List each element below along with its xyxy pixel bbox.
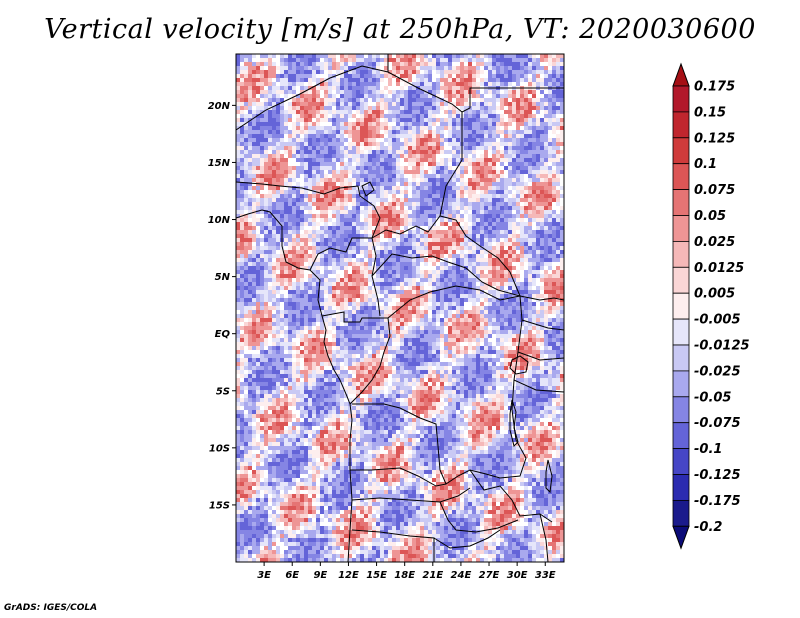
colorbar-swatch xyxy=(672,292,690,320)
colorbar-lower-arrow xyxy=(672,525,690,550)
border-libya-egypt xyxy=(387,54,564,113)
lon-tick-label: 15E xyxy=(366,570,387,581)
colorbar-upper-arrow xyxy=(672,62,690,87)
lon-tick-label: 9E xyxy=(313,570,327,581)
border-gabon-congo xyxy=(321,311,391,405)
coastline xyxy=(236,209,353,562)
colorbar-label: -0.1 xyxy=(694,442,722,457)
grads-credit: GrADS: IGES/COLA xyxy=(4,603,98,613)
colorbar-swatch xyxy=(672,163,690,190)
colorbar-label: 0.025 xyxy=(694,235,735,250)
colorbar-label: -0.2 xyxy=(694,520,722,535)
velocity-field xyxy=(236,54,564,562)
lat-tick-label: 5N xyxy=(215,272,231,283)
colorbar-label: -0.025 xyxy=(694,364,741,379)
colorbar-label: -0.175 xyxy=(694,494,741,509)
lat-tick-label: 5S xyxy=(216,386,230,397)
border-car xyxy=(371,253,521,297)
colorbar-label: 0.05 xyxy=(694,209,726,224)
colorbar-label: -0.125 xyxy=(694,468,741,483)
lake-chad xyxy=(361,181,375,197)
lake-malawi xyxy=(545,459,553,494)
colorbar-label: -0.0125 xyxy=(694,339,750,354)
colorbar-swatch xyxy=(672,474,690,501)
lon-tick-label: 6E xyxy=(285,570,299,581)
colorbar-swatch xyxy=(672,240,690,268)
colorbar-swatch xyxy=(672,422,690,450)
colorbar-swatch xyxy=(672,370,690,398)
colorbar-label: -0.005 xyxy=(694,313,741,328)
lake-tanganyika xyxy=(509,399,519,447)
country-borders xyxy=(236,54,564,562)
colorbar-label: 0.1 xyxy=(694,157,717,172)
border-east-africa xyxy=(513,295,564,393)
lon-tick-label: 18E xyxy=(394,570,415,581)
colorbar-label: 0.15 xyxy=(694,105,726,120)
border-west-africa xyxy=(236,181,381,239)
longitude-axis: 3E 6E 9E 12E 15E 18E 21E 24E 27E 30E 33E xyxy=(257,562,556,581)
colorbar-label: 0.005 xyxy=(694,287,735,302)
lat-tick-label: EQ xyxy=(215,329,231,340)
colorbar-swatch xyxy=(672,85,690,113)
colorbar-label: 0.075 xyxy=(694,183,735,198)
lon-tick-label: 24E xyxy=(451,570,472,581)
colorbar-swatch xyxy=(672,396,690,424)
lake-victoria xyxy=(509,355,529,375)
latitude-axis: 20N 15N 10N 5N EQ 5S 10S 15S xyxy=(208,101,236,511)
lat-tick-label: 15S xyxy=(209,500,230,511)
colorbar-swatch xyxy=(672,189,690,216)
colorbar-swatch xyxy=(672,448,690,475)
border-sahara xyxy=(236,65,463,217)
colorbar-swatch xyxy=(672,266,690,294)
colorbar-label: -0.05 xyxy=(694,390,731,405)
lon-tick-label: 27E xyxy=(479,570,500,581)
border-chad xyxy=(371,215,521,297)
border-drc xyxy=(352,285,527,485)
colorbar-swatch xyxy=(672,137,690,165)
lon-tick-label: 3E xyxy=(257,570,271,581)
lon-tick-label: 21E xyxy=(422,570,443,581)
colorbar: 0.175 0.15 0.125 0.1 0.075 0.05 0.025 0.0125 0.0… xyxy=(672,62,750,550)
lat-tick-label: 20N xyxy=(208,101,231,112)
border-southern xyxy=(351,513,549,562)
colorbar-swatch xyxy=(672,318,690,346)
colorbar-swatch xyxy=(672,215,690,242)
lat-tick-label: 10N xyxy=(208,215,231,226)
border-cameroon xyxy=(309,237,381,317)
colorbar-label: 0.0125 xyxy=(694,261,744,276)
map-frame xyxy=(235,53,565,563)
lon-tick-label: 12E xyxy=(338,570,359,581)
colorbar-swatch xyxy=(672,111,690,139)
colorbar-label: 0.175 xyxy=(694,80,735,95)
colorbar-swatch xyxy=(672,344,690,372)
colorbar-label: 0.125 xyxy=(694,131,735,146)
map-title: Vertical velocity [m/s] at 250hPa, VT: 2… xyxy=(44,14,756,45)
colorbar-label: -0.075 xyxy=(694,416,741,431)
colorbar-swatch xyxy=(672,499,690,527)
border-angola xyxy=(350,467,471,503)
lat-tick-label: 10S xyxy=(209,443,230,454)
lon-tick-label: 30E xyxy=(507,570,528,581)
lat-tick-label: 15N xyxy=(208,158,231,169)
lon-tick-label: 33E xyxy=(535,570,556,581)
